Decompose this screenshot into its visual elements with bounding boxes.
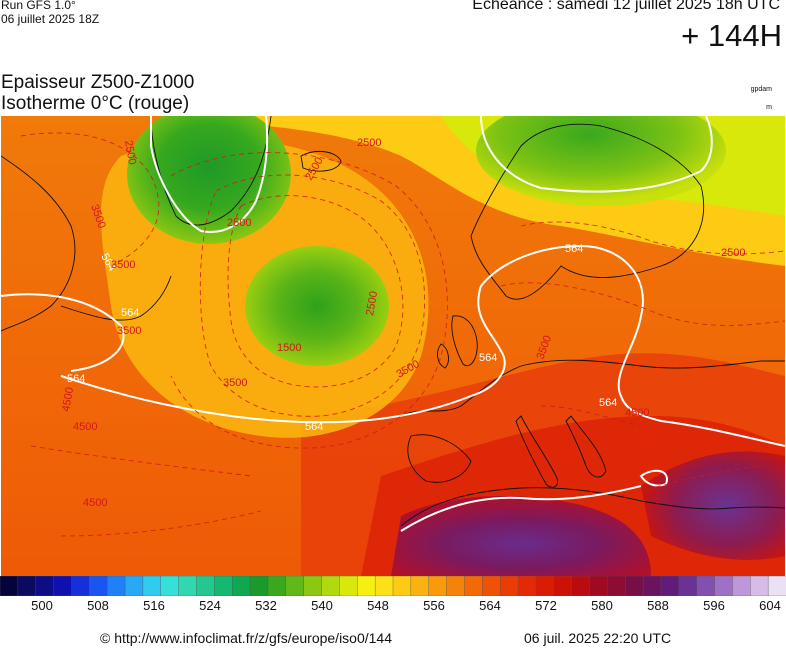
colorbar-swatch (160, 576, 180, 596)
colorbar-tick-label: 524 (199, 598, 221, 613)
colorbar-swatch (339, 576, 359, 596)
colorbar-swatch (750, 576, 769, 596)
colorbar-swatch (214, 576, 234, 596)
colorbar-tick-label: 516 (143, 598, 165, 613)
thickness-label: 564 (565, 243, 583, 255)
map-title-isotherm: Isotherme 0°C (rouge) (1, 93, 190, 114)
colorbar-swatch (499, 576, 519, 596)
colorbar-swatch (17, 576, 37, 596)
colorbar-tick-label: 604 (759, 598, 781, 613)
isotherm-label: 2500 (122, 139, 138, 165)
colorbar-swatch (678, 576, 698, 596)
colorbar-swatch (571, 576, 591, 596)
thickness-label: 564 (479, 352, 497, 364)
colorbar-tick-label: 596 (703, 598, 725, 613)
isotherm-label: 3500 (223, 377, 247, 389)
colorbar-swatch (374, 576, 394, 596)
colorbar-swatch (392, 576, 412, 596)
colorbar-tick-label: 556 (423, 598, 445, 613)
colorbar-swatch (607, 576, 627, 596)
colorbar-swatch (428, 576, 448, 596)
colorbar-tick-label: 508 (87, 598, 109, 613)
colorbar-swatch (89, 576, 108, 596)
isotherm-label: 4500 (73, 421, 97, 433)
colorbar-swatch (464, 576, 484, 596)
colorbar-swatch (714, 576, 734, 596)
colorbar (0, 576, 786, 596)
unit-isotherm: m (766, 104, 772, 111)
colorbar-swatch (660, 576, 680, 596)
colorbar-swatch (642, 576, 662, 596)
colorbar-tick-label: 588 (647, 598, 669, 613)
isotherm-label: 4500 (83, 497, 107, 509)
coastlines (1, 116, 785, 527)
colorbar-swatch (321, 576, 341, 596)
colorbar-tick-label: 564 (479, 598, 501, 613)
colorbar-swatch (696, 576, 716, 596)
colorbar-swatch (767, 576, 786, 596)
colorbar-swatch (625, 576, 644, 596)
isotherm-label: 2500 (227, 217, 251, 229)
isotherm-label: 3500 (111, 259, 135, 271)
colorbar-swatch (35, 576, 55, 596)
colorbar-tick-label: 580 (591, 598, 613, 613)
isotherm-contours (20, 132, 785, 537)
colorbar-swatch (517, 576, 537, 596)
isotherm-label: 4500 (625, 407, 649, 419)
colorbar-swatch (410, 576, 430, 596)
colorbar-swatch (0, 576, 19, 596)
thickness-label: 564 (121, 307, 139, 319)
colorbar-tick-label: 548 (367, 598, 389, 613)
source-url: © http://www.infoclimat.fr/z/gfs/europe/… (100, 630, 393, 646)
map-title-thickness: Epaisseur Z500-Z1000 (1, 72, 195, 93)
colorbar-swatch (71, 576, 91, 596)
isotherm-label: 2500 (721, 247, 745, 259)
model-run-date: 06 juillet 2025 18Z (1, 12, 100, 26)
colorbar-swatch (285, 576, 305, 596)
colorbar-swatch (267, 576, 287, 596)
colorbar-tick-labels: 500 508 516 524 532 540 548 556 564 572 580 588 596 6… (0, 598, 786, 618)
colorbar-swatch (732, 576, 752, 596)
unit-thickness: gpdam (750, 86, 772, 93)
colorbar-swatch (446, 576, 466, 596)
isotherm-label: 2500 (364, 290, 380, 316)
colorbar-swatch (106, 576, 126, 596)
thickness-label: 564 (305, 421, 323, 433)
colorbar-swatch (124, 576, 144, 596)
colorbar-swatch (482, 576, 501, 596)
sahara-heat (391, 496, 651, 576)
colorbar-tick-label: 540 (311, 598, 333, 613)
colorbar-swatch (553, 576, 573, 596)
valid-time-label: Echéance : samedi 12 juillet 2025 18h UT… (472, 0, 780, 13)
thickness-label: 564 (67, 373, 85, 385)
model-run-label: Run GFS 1.0° (1, 0, 76, 12)
colorbar-swatch (232, 576, 251, 596)
thickness-label: 564 (599, 397, 617, 409)
forecast-map: 564 564 564 564 564 564 564 2500 2500 25… (1, 116, 785, 576)
eastern-heat (641, 451, 785, 560)
lead-time-label: + 144H (681, 18, 782, 53)
colorbar-swatch (178, 576, 198, 596)
atlantic-low (245, 246, 389, 366)
colorbar-swatch (589, 576, 609, 596)
colorbar-tick-label: 572 (535, 598, 557, 613)
isotherm-label: 2500 (357, 137, 381, 149)
colorbar-swatch (53, 576, 73, 596)
colorbar-swatch (303, 576, 323, 596)
isotherm-label: 4500 (60, 386, 76, 412)
colorbar-swatch (249, 576, 269, 596)
colorbar-tick-label: 532 (255, 598, 277, 613)
isotherm-label: 3500 (117, 325, 141, 337)
colorbar-swatch (142, 576, 162, 596)
colorbar-tick-label: 500 (31, 598, 53, 613)
contour-labels: 564 564 564 564 564 564 564 2500 2500 25… (60, 137, 745, 509)
isotherm-label: 1500 (277, 342, 301, 354)
colorbar-swatch (535, 576, 555, 596)
colorbar-swatch (196, 576, 216, 596)
colorbar-swatch (357, 576, 376, 596)
generated-date: 06 juil. 2025 22:20 UTC (524, 630, 672, 646)
